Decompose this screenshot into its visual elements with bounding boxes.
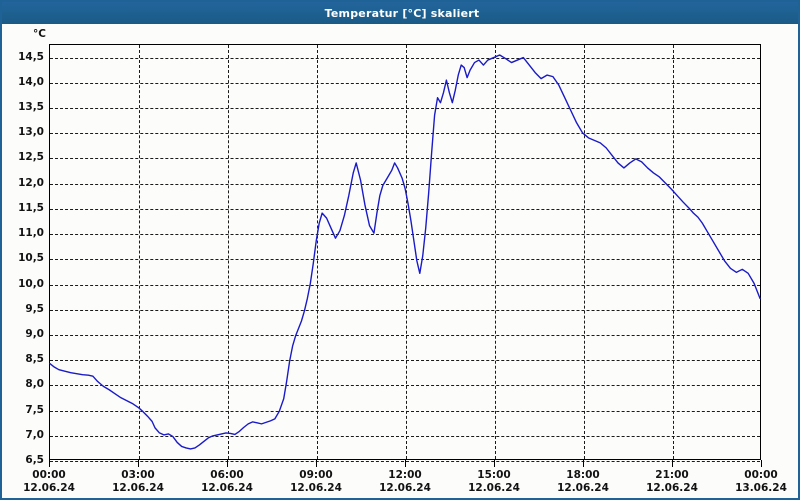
gridline-vertical — [406, 45, 407, 459]
gridline-vertical — [317, 45, 318, 459]
chart-area: °C 6,5 7,0 7,5 8,0 8,5 9,0 9,5 10,0 10,5 11,0 11,5… — [2, 24, 798, 498]
x-tick-date: 12.06.24 — [290, 482, 342, 494]
x-axis-tick — [405, 460, 406, 467]
temperature-series — [49, 54, 761, 450]
gridline-vertical — [228, 45, 229, 459]
gridline-horizontal — [50, 82, 760, 84]
x-axis-tick — [138, 460, 139, 467]
y-axis-tick-label: 7,5 — [25, 403, 44, 416]
x-tick-date: 12.06.24 — [646, 482, 698, 494]
gridline-horizontal — [50, 385, 760, 387]
window-title-bar: Temperatur [°C] skaliert — [2, 2, 798, 24]
y-axis-tick-label: 9,0 — [25, 327, 44, 340]
gridline-horizontal — [50, 108, 760, 110]
y-axis-tick-label: 9,5 — [25, 302, 44, 315]
y-axis-tick-label: 10,0 — [18, 277, 44, 290]
x-axis-tick — [49, 460, 50, 467]
gridline-horizontal — [50, 284, 760, 286]
gridline-vertical — [495, 45, 496, 459]
x-axis-tick — [227, 460, 228, 467]
gridline-horizontal — [50, 334, 760, 336]
gridline-vertical — [673, 45, 674, 459]
y-axis-tick-label: 8,5 — [25, 353, 44, 366]
x-tick-time: 21:00 — [655, 469, 689, 481]
x-axis-tick — [494, 460, 495, 467]
x-tick-time: 00:00 — [32, 469, 66, 481]
gridline-vertical — [139, 45, 140, 459]
x-tick-time: 15:00 — [477, 469, 511, 481]
gridline-vertical — [584, 45, 585, 459]
gridline-horizontal — [50, 234, 760, 236]
y-axis-tick-label: 7,0 — [25, 428, 44, 441]
x-tick-time: 18:00 — [566, 469, 600, 481]
y-axis-unit-label: °C — [33, 28, 46, 40]
x-tick-date: 12.06.24 — [112, 482, 164, 494]
x-axis-tick — [583, 460, 584, 467]
y-axis-tick-label: 13,0 — [18, 126, 44, 139]
x-axis-tick-label: 09:00 12.06.24 — [271, 469, 361, 495]
y-axis-tick-labels: 6,5 7,0 7,5 8,0 8,5 9,0 9,5 10,0 10,5 11,0 11,5 12,… — [2, 44, 44, 466]
y-axis-tick-label: 14,5 — [18, 50, 44, 63]
x-axis-tick-label: 00:00 13.06.24 — [716, 469, 798, 495]
gridline-horizontal — [50, 435, 760, 437]
y-axis-tick-label: 11,5 — [18, 201, 44, 214]
x-axis-tick-label: 15:00 12.06.24 — [449, 469, 539, 495]
x-tick-date: 12.06.24 — [201, 482, 253, 494]
gridline-horizontal — [50, 183, 760, 185]
x-tick-date: 13.06.24 — [735, 482, 787, 494]
temperature-line — [49, 54, 761, 450]
gridline-horizontal — [50, 208, 760, 210]
x-axis-tick — [761, 460, 762, 467]
y-axis-tick-label: 11,0 — [18, 227, 44, 240]
x-axis-tick — [672, 460, 673, 467]
y-axis-tick-label: 12,0 — [18, 176, 44, 189]
gridline-horizontal — [50, 360, 760, 362]
x-axis-tick-label: 12:00 12.06.24 — [360, 469, 450, 495]
y-axis-tick-label: 8,0 — [25, 378, 44, 391]
gridline-horizontal — [50, 309, 760, 311]
x-tick-time: 06:00 — [210, 469, 244, 481]
x-axis-tick-label: 21:00 12.06.24 — [627, 469, 717, 495]
plot-frame — [49, 44, 761, 462]
y-axis-tick-label: 10,5 — [18, 252, 44, 265]
x-axis-tick-label: 00:00 12.06.24 — [4, 469, 94, 495]
gridline-horizontal — [50, 410, 760, 412]
window-title: Temperatur [°C] skaliert — [324, 6, 480, 20]
x-axis-tick-label: 03:00 12.06.24 — [93, 469, 183, 495]
x-tick-time: 09:00 — [299, 469, 333, 481]
gridline-horizontal — [50, 158, 760, 160]
gridline-horizontal — [50, 133, 760, 135]
gridline-horizontal — [50, 57, 760, 59]
x-axis-tick-label: 06:00 12.06.24 — [182, 469, 272, 495]
x-axis-tick-label: 18:00 12.06.24 — [538, 469, 628, 495]
x-tick-date: 12.06.24 — [23, 482, 75, 494]
x-tick-date: 12.06.24 — [557, 482, 609, 494]
x-tick-date: 12.06.24 — [468, 482, 520, 494]
x-tick-date: 12.06.24 — [379, 482, 431, 494]
y-axis-tick-label: 12,5 — [18, 151, 44, 164]
x-tick-time: 12:00 — [388, 469, 422, 481]
x-axis-tick — [316, 460, 317, 467]
gridline-horizontal — [50, 259, 760, 261]
y-axis-tick-label: 14,0 — [18, 75, 44, 88]
y-axis-tick-label: 13,5 — [18, 101, 44, 114]
x-tick-time: 03:00 — [121, 469, 155, 481]
x-tick-time: 00:00 — [744, 469, 778, 481]
y-axis-tick-label: 6,5 — [25, 454, 44, 466]
